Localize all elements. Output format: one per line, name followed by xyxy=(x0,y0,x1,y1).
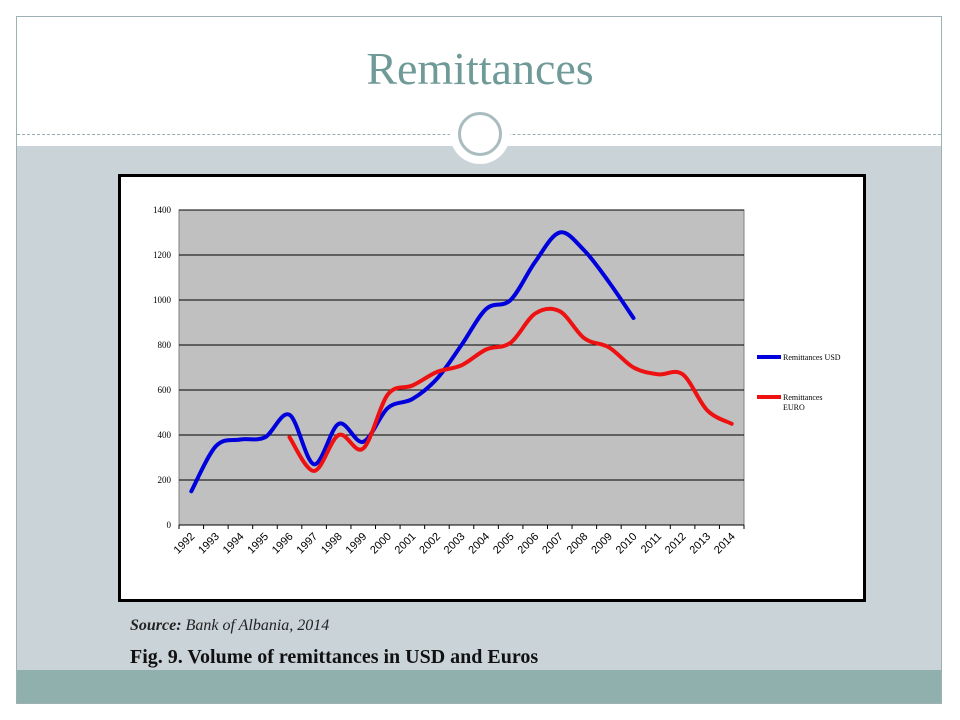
figure-caption: Fig. 9. Volume of remittances in USD and… xyxy=(130,646,539,668)
x-tick-label: 1995 xyxy=(245,531,271,557)
slide-frame xyxy=(16,16,942,704)
source-line: Source: Bank of Albania, 2014 xyxy=(130,617,329,635)
legend: Remittances USD Remittances EURO xyxy=(751,332,855,432)
x-tick-label: 1996 xyxy=(270,531,296,557)
chart-container: 0 200 400 600 800 1000 1200 1400 1992 1993 1994 19… xyxy=(118,174,866,602)
x-tick-label: 2002 xyxy=(417,531,443,557)
y-tick-label: 200 xyxy=(158,475,172,485)
x-tick-label: 2011 xyxy=(639,531,664,556)
x-tick-label: 2005 xyxy=(491,531,517,557)
ornament-ring-icon xyxy=(458,112,502,156)
slide-title: Remittances xyxy=(366,43,594,94)
y-axis-ticks: 0 200 400 600 800 1000 1200 1400 xyxy=(153,205,172,530)
source-text: Bank of Albania, 2014 xyxy=(185,617,330,634)
x-axis-ticks: 1992199319941995199619971998199920002001… xyxy=(172,525,745,557)
x-tick-label: 1992 xyxy=(172,531,198,557)
x-tick-label: 2006 xyxy=(516,531,542,557)
x-tick-label: 2000 xyxy=(368,531,394,557)
x-tick-label: 1999 xyxy=(344,531,370,557)
y-tick-label: 400 xyxy=(158,430,172,440)
x-tick-label: 1994 xyxy=(221,531,247,557)
x-tick-label: 2004 xyxy=(466,531,492,557)
plot-area xyxy=(178,209,745,526)
legend-box xyxy=(751,332,855,432)
x-tick-label: 2013 xyxy=(687,531,713,557)
x-tick-label: 2003 xyxy=(442,531,468,557)
x-tick-label: 2012 xyxy=(663,531,689,557)
legend-label: Remittances EURO xyxy=(783,393,823,412)
series-line-usd xyxy=(189,230,636,494)
series-line-euro xyxy=(287,306,734,473)
x-tick-label: 2014 xyxy=(712,531,738,557)
x-tick-label: 2008 xyxy=(565,531,591,557)
x-tick-label: 2010 xyxy=(614,531,640,557)
source-label: Source: xyxy=(130,617,182,634)
y-tick-label: 0 xyxy=(167,520,172,530)
legend-label: Remittances USD xyxy=(783,353,841,362)
x-tick-label: 2009 xyxy=(589,531,615,557)
x-tick-label: 2001 xyxy=(393,531,419,557)
x-tick-label: 1998 xyxy=(319,531,345,557)
y-tick-label: 600 xyxy=(158,385,172,395)
y-tick-label: 800 xyxy=(158,340,172,350)
gridlines xyxy=(179,209,744,526)
x-tick-label: 1993 xyxy=(196,531,222,557)
x-tick-label: 2007 xyxy=(540,531,566,557)
y-tick-label: 1400 xyxy=(153,205,172,215)
y-tick-label: 1000 xyxy=(153,295,172,305)
bottom-band xyxy=(17,670,941,703)
y-tick-label: 1200 xyxy=(153,250,172,260)
x-tick-label: 1997 xyxy=(294,531,320,557)
series-lines xyxy=(189,230,734,494)
